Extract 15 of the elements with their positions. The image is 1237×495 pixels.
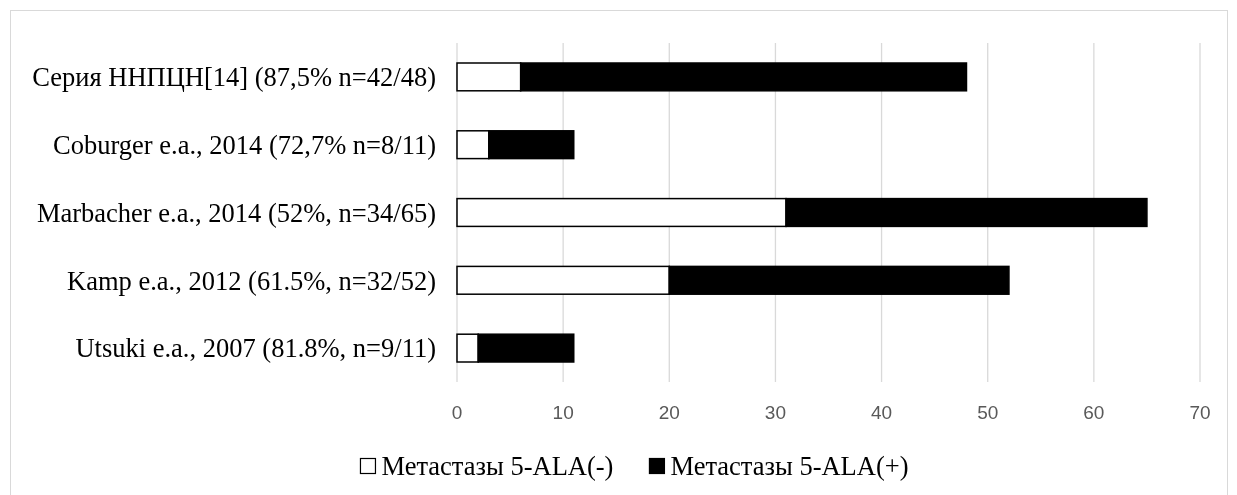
y-tick-label: Kamp e.a., 2012 (61.5%, n=32/52) [67, 265, 436, 296]
x-tick-label: 40 [871, 401, 893, 423]
y-tick-label: Серия ННПЦН[14] (87,5% n=42/48) [32, 62, 436, 93]
y-tick-label: Utsuki e.a., 2007 (81.8%, n=9/11) [75, 333, 436, 364]
y-tick-label: Coburger e.a., 2014 (72,7% n=8/11) [53, 129, 436, 160]
x-tick-label: 70 [1189, 401, 1211, 423]
x-tick-label: 50 [977, 401, 999, 423]
x-tick-label: 20 [658, 401, 680, 423]
x-tick-label: 30 [764, 401, 786, 423]
legend-label: Метастазы 5-ALA(+) [670, 451, 909, 482]
y-tick-label: Marbacher e.a., 2014 (52%, n=34/65) [36, 197, 436, 228]
x-tick-label: 10 [552, 401, 574, 423]
x-tick-label: 60 [1083, 401, 1105, 423]
legend-label: Метастазы 5-ALA(-) [381, 451, 614, 482]
x-tick-label: 0 [451, 401, 463, 423]
